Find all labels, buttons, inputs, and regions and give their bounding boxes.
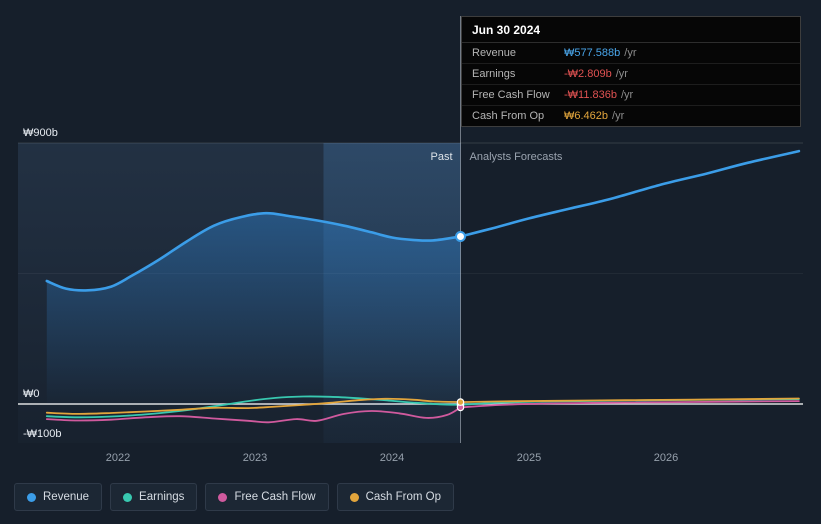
revenue-area-fill [46, 213, 461, 404]
x-axis-label: 2025 [517, 452, 541, 464]
x-axis-label: 2026 [654, 452, 678, 464]
legend-item-cash-from-op[interactable]: Cash From Op [336, 483, 455, 511]
tooltip-row-earnings: Earnings -₩2.809b /yr [462, 63, 800, 84]
tooltip-label: Cash From Op [472, 110, 545, 122]
tooltip-label: Free Cash Flow [472, 89, 550, 101]
past-label: Past [430, 151, 452, 163]
tooltip-unit: /yr [612, 110, 625, 122]
revenue-line-forecast [459, 149, 801, 238]
y-axis-label: ₩0 [23, 388, 40, 400]
earnings-line-past [45, 395, 462, 419]
y-axis-label: ₩900b [23, 127, 58, 139]
revenue-line-past [45, 211, 462, 292]
tooltip-label: Revenue [472, 47, 517, 59]
x-axis-label: 2022 [106, 452, 130, 464]
legend-label: Cash From Op [365, 491, 442, 503]
tooltip-unit: /yr [624, 47, 637, 59]
tooltip-value: -₩2.809b [564, 68, 612, 80]
legend-label: Earnings [139, 491, 185, 503]
x-axis-label: 2023 [243, 452, 267, 464]
tooltip-value: ₩577.588b [564, 47, 621, 59]
tooltip-row-revenue: Revenue ₩577.588b /yr [462, 43, 800, 63]
cash-from-op-dot-icon [349, 492, 359, 502]
tooltip-value: -₩11.836b [564, 89, 617, 101]
free-cash-flow-line-past [45, 406, 462, 424]
x-axis-label: 2024 [380, 452, 404, 464]
tooltip-value: ₩6.462b [564, 110, 609, 122]
legend-item-earnings[interactable]: Earnings [110, 483, 198, 511]
cash-from-op-line-past [45, 397, 462, 415]
chart-tooltip: Jun 30 2024 Revenue ₩577.588b /yr Earnin… [461, 16, 801, 127]
legend-label: Revenue [43, 491, 90, 503]
tooltip-unit: /yr [621, 89, 634, 101]
free-cash-flow-dot-icon [218, 492, 228, 502]
tooltip-row-free-cash-flow: Free Cash Flow -₩11.836b /yr [462, 84, 800, 105]
cash-from-op-line-forecast [459, 397, 800, 403]
earnings-dot-icon [123, 492, 133, 502]
free-cash-flow-line-forecast [459, 400, 800, 409]
revenue-marker[interactable] [455, 231, 466, 242]
cash-from-op-marker[interactable] [456, 398, 465, 406]
tooltip-date: Jun 30 2024 [462, 17, 800, 43]
tooltip-unit: /yr [615, 68, 628, 80]
legend-item-revenue[interactable]: Revenue [14, 483, 103, 511]
tooltip-label: Earnings [472, 68, 516, 80]
legend-item-free-cash-flow[interactable]: Free Cash Flow [205, 483, 329, 511]
chart-legend: Revenue Earnings Free Cash Flow Cash Fro… [14, 483, 455, 511]
legend-label: Free Cash Flow [234, 491, 316, 503]
revenue-dot-icon [27, 492, 36, 502]
forecast-label: Analysts Forecasts [470, 151, 563, 163]
y-axis-label: -₩100b [23, 428, 62, 440]
tooltip-row-cash-from-op: Cash From Op ₩6.462b /yr [462, 105, 800, 126]
